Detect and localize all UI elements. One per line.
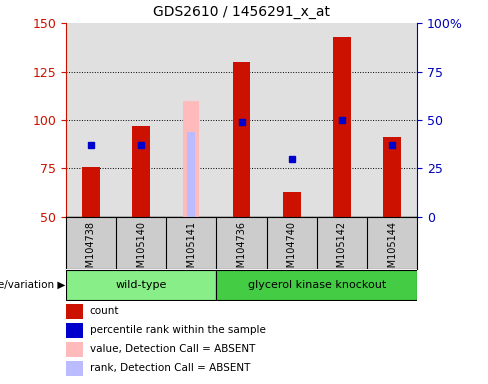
Text: GSM105141: GSM105141 [186, 221, 196, 280]
Text: count: count [90, 306, 119, 316]
Text: wild-type: wild-type [116, 280, 167, 290]
Text: percentile rank within the sample: percentile rank within the sample [90, 325, 265, 335]
Bar [183, 101, 199, 217]
Bar [66, 342, 83, 357]
Text: value, Detection Call = ABSENT: value, Detection Call = ABSENT [90, 344, 255, 354]
Bar [66, 361, 83, 376]
Bar [283, 192, 301, 217]
Text: rank, Detection Call = ABSENT: rank, Detection Call = ABSENT [90, 363, 250, 373]
Bar [333, 36, 351, 217]
Bar [66, 304, 83, 319]
Text: GSM104736: GSM104736 [237, 221, 246, 280]
Bar [384, 137, 401, 217]
Text: genotype/variation ▶: genotype/variation ▶ [0, 280, 65, 290]
Text: GSM104738: GSM104738 [86, 221, 96, 280]
Bar [82, 167, 100, 217]
Bar [132, 126, 150, 217]
Title: GDS2610 / 1456291_x_at: GDS2610 / 1456291_x_at [153, 5, 330, 19]
Bar [66, 270, 217, 300]
Text: GSM104740: GSM104740 [287, 221, 297, 280]
Text: GSM105140: GSM105140 [136, 221, 146, 280]
Text: glycerol kinase knockout: glycerol kinase knockout [248, 280, 386, 290]
Bar [217, 270, 417, 300]
Bar [233, 62, 250, 217]
Text: GSM105144: GSM105144 [387, 221, 397, 280]
Text: GSM105142: GSM105142 [337, 221, 347, 280]
Bar [187, 132, 195, 217]
Bar [66, 323, 83, 338]
